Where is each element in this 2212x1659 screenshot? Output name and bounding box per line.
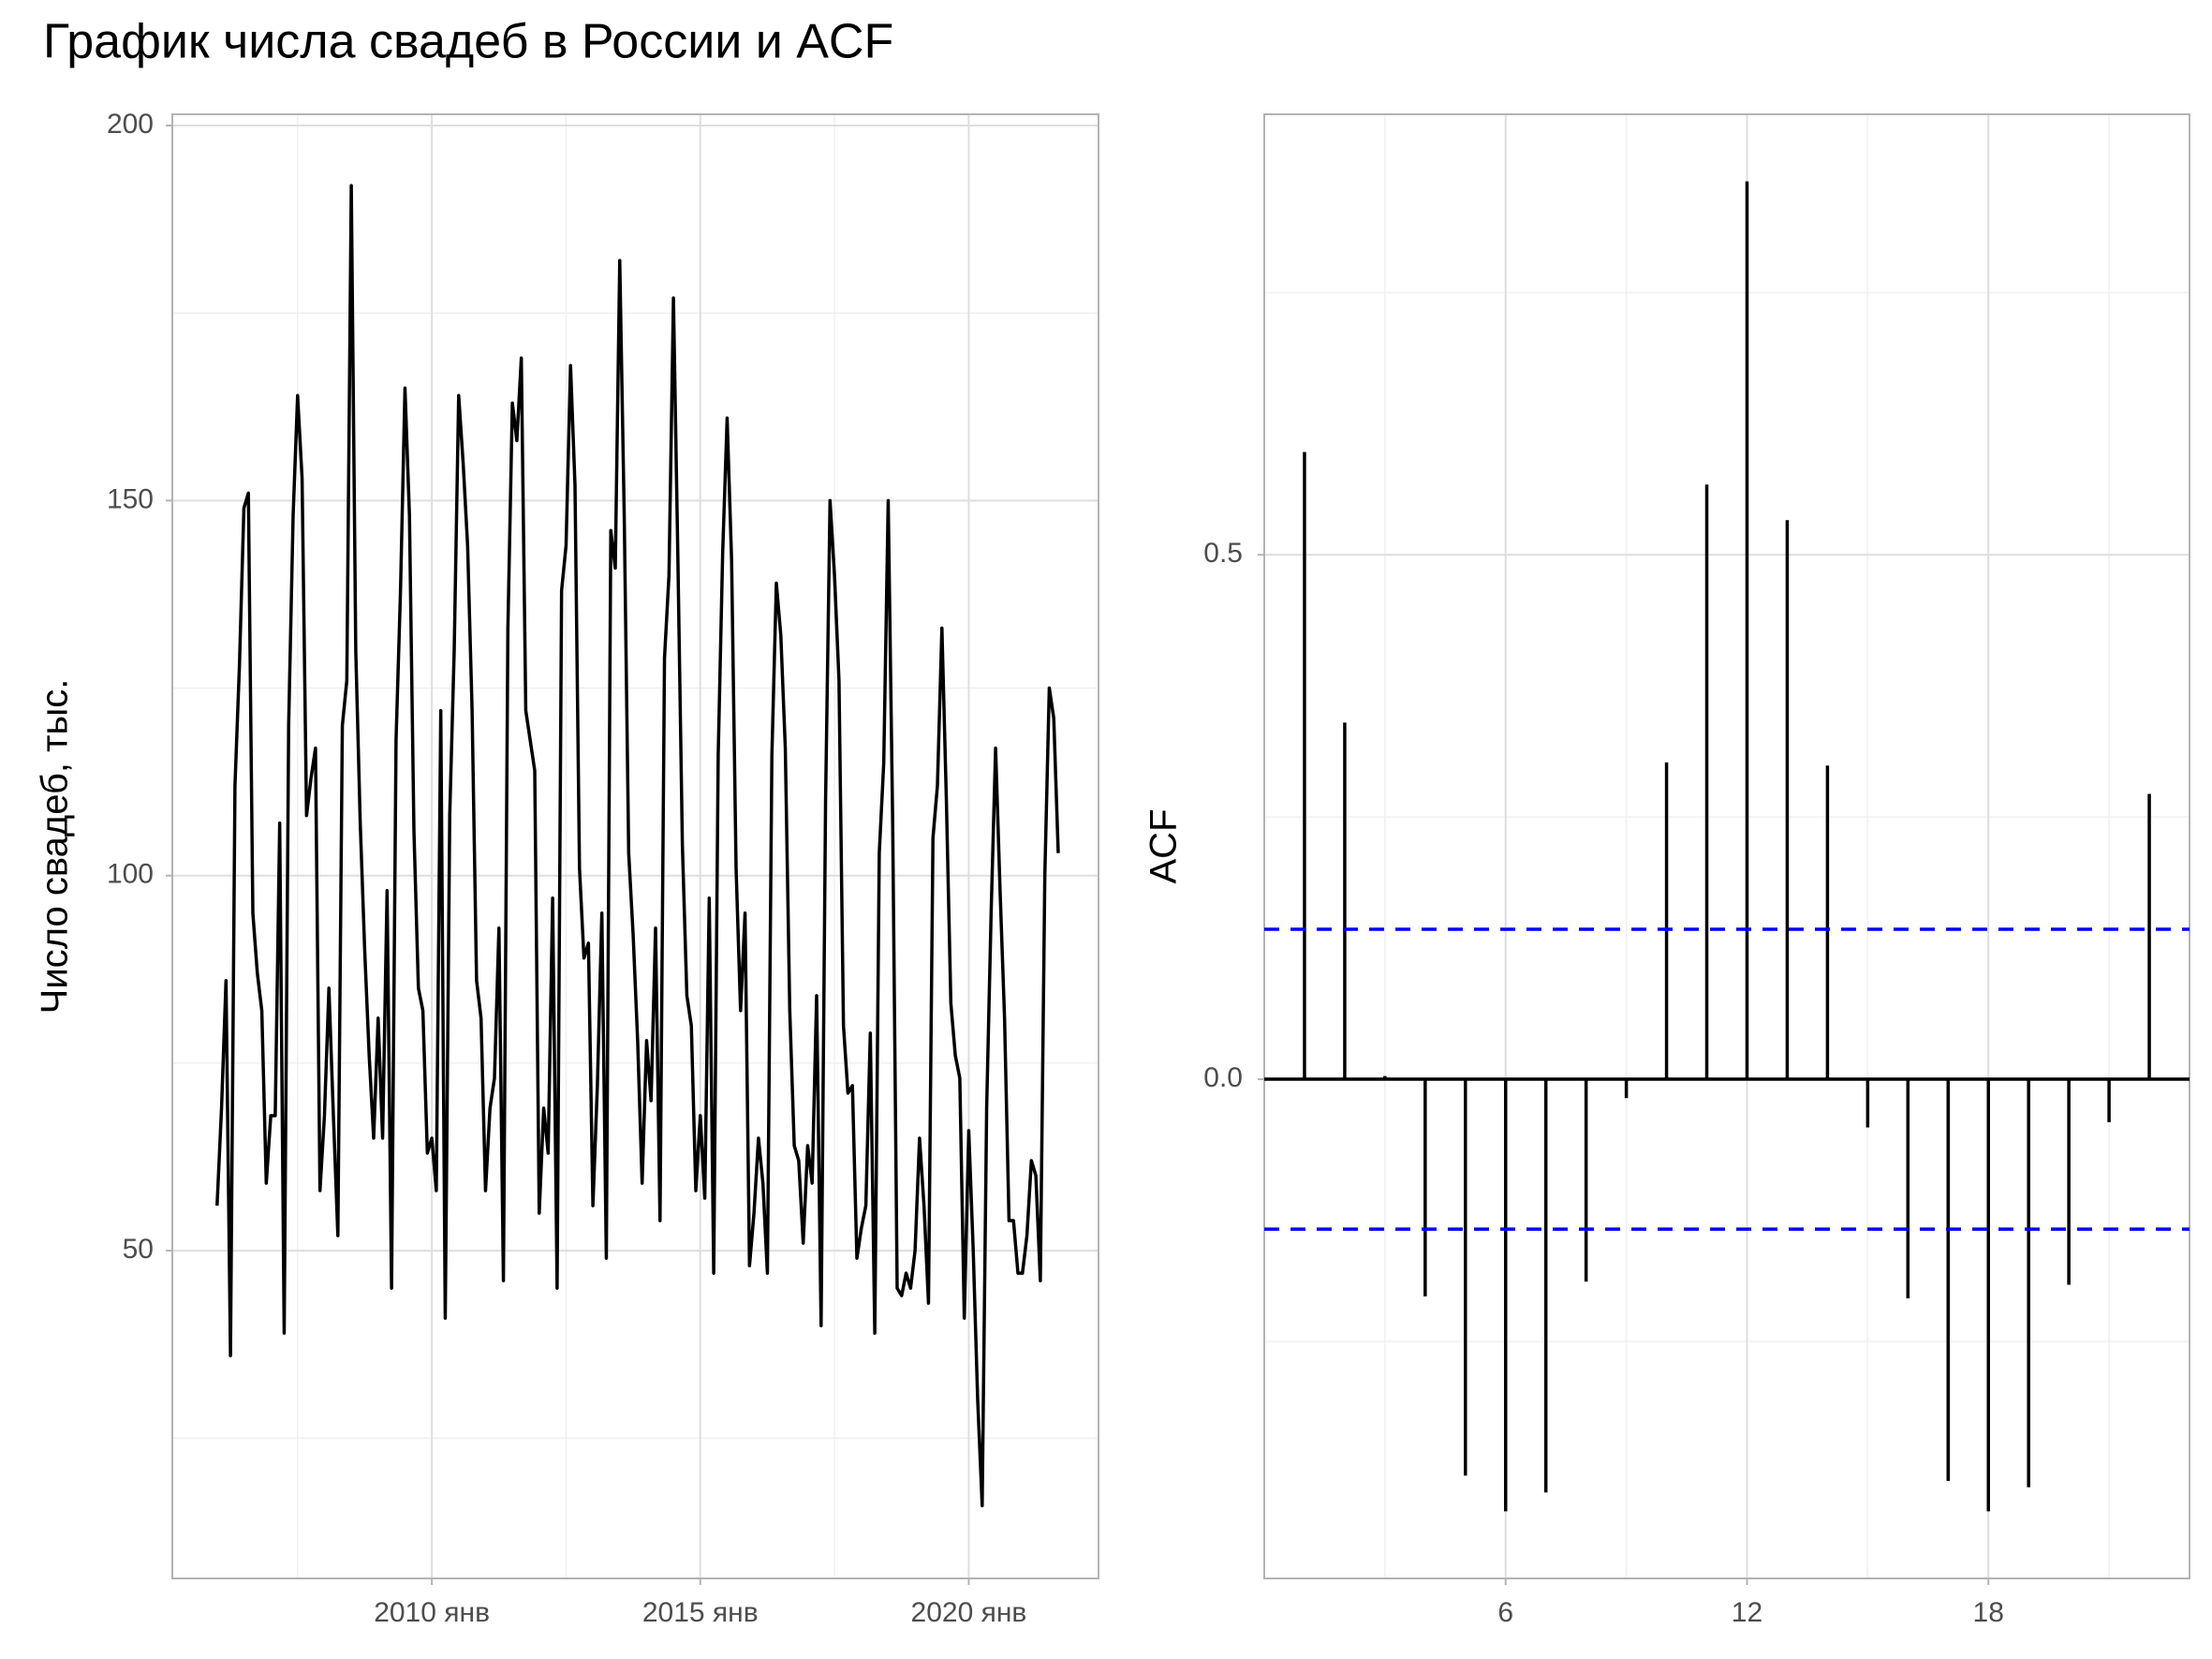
x-tick-label: 2020 янв — [911, 1597, 1027, 1628]
y-tick-label: 200 — [107, 109, 154, 140]
figure-title: График числа свадеб в России и ACF — [43, 15, 893, 69]
x-tick-label: 2010 янв — [374, 1597, 490, 1628]
x-tick-label: 6 — [1497, 1597, 1513, 1628]
y-tick-label: 0.5 — [1203, 538, 1243, 569]
panel-border — [171, 113, 1099, 1579]
y-tick-label: 150 — [107, 483, 154, 514]
x-tick-label: 18 — [1973, 1597, 2004, 1628]
y-tick-label: 50 — [123, 1234, 154, 1265]
x-tick-label: 12 — [1732, 1597, 1762, 1628]
x-tick-label: 2015 янв — [642, 1597, 759, 1628]
y-axis-title: Число свадеб, тыс. — [35, 679, 76, 1015]
y-tick-label: 0.0 — [1203, 1062, 1243, 1093]
y-tick-label: 100 — [107, 859, 154, 890]
panel-border — [1263, 113, 2190, 1579]
y-axis-title: ACF — [1143, 809, 1185, 884]
series-line — [215, 184, 1060, 1508]
